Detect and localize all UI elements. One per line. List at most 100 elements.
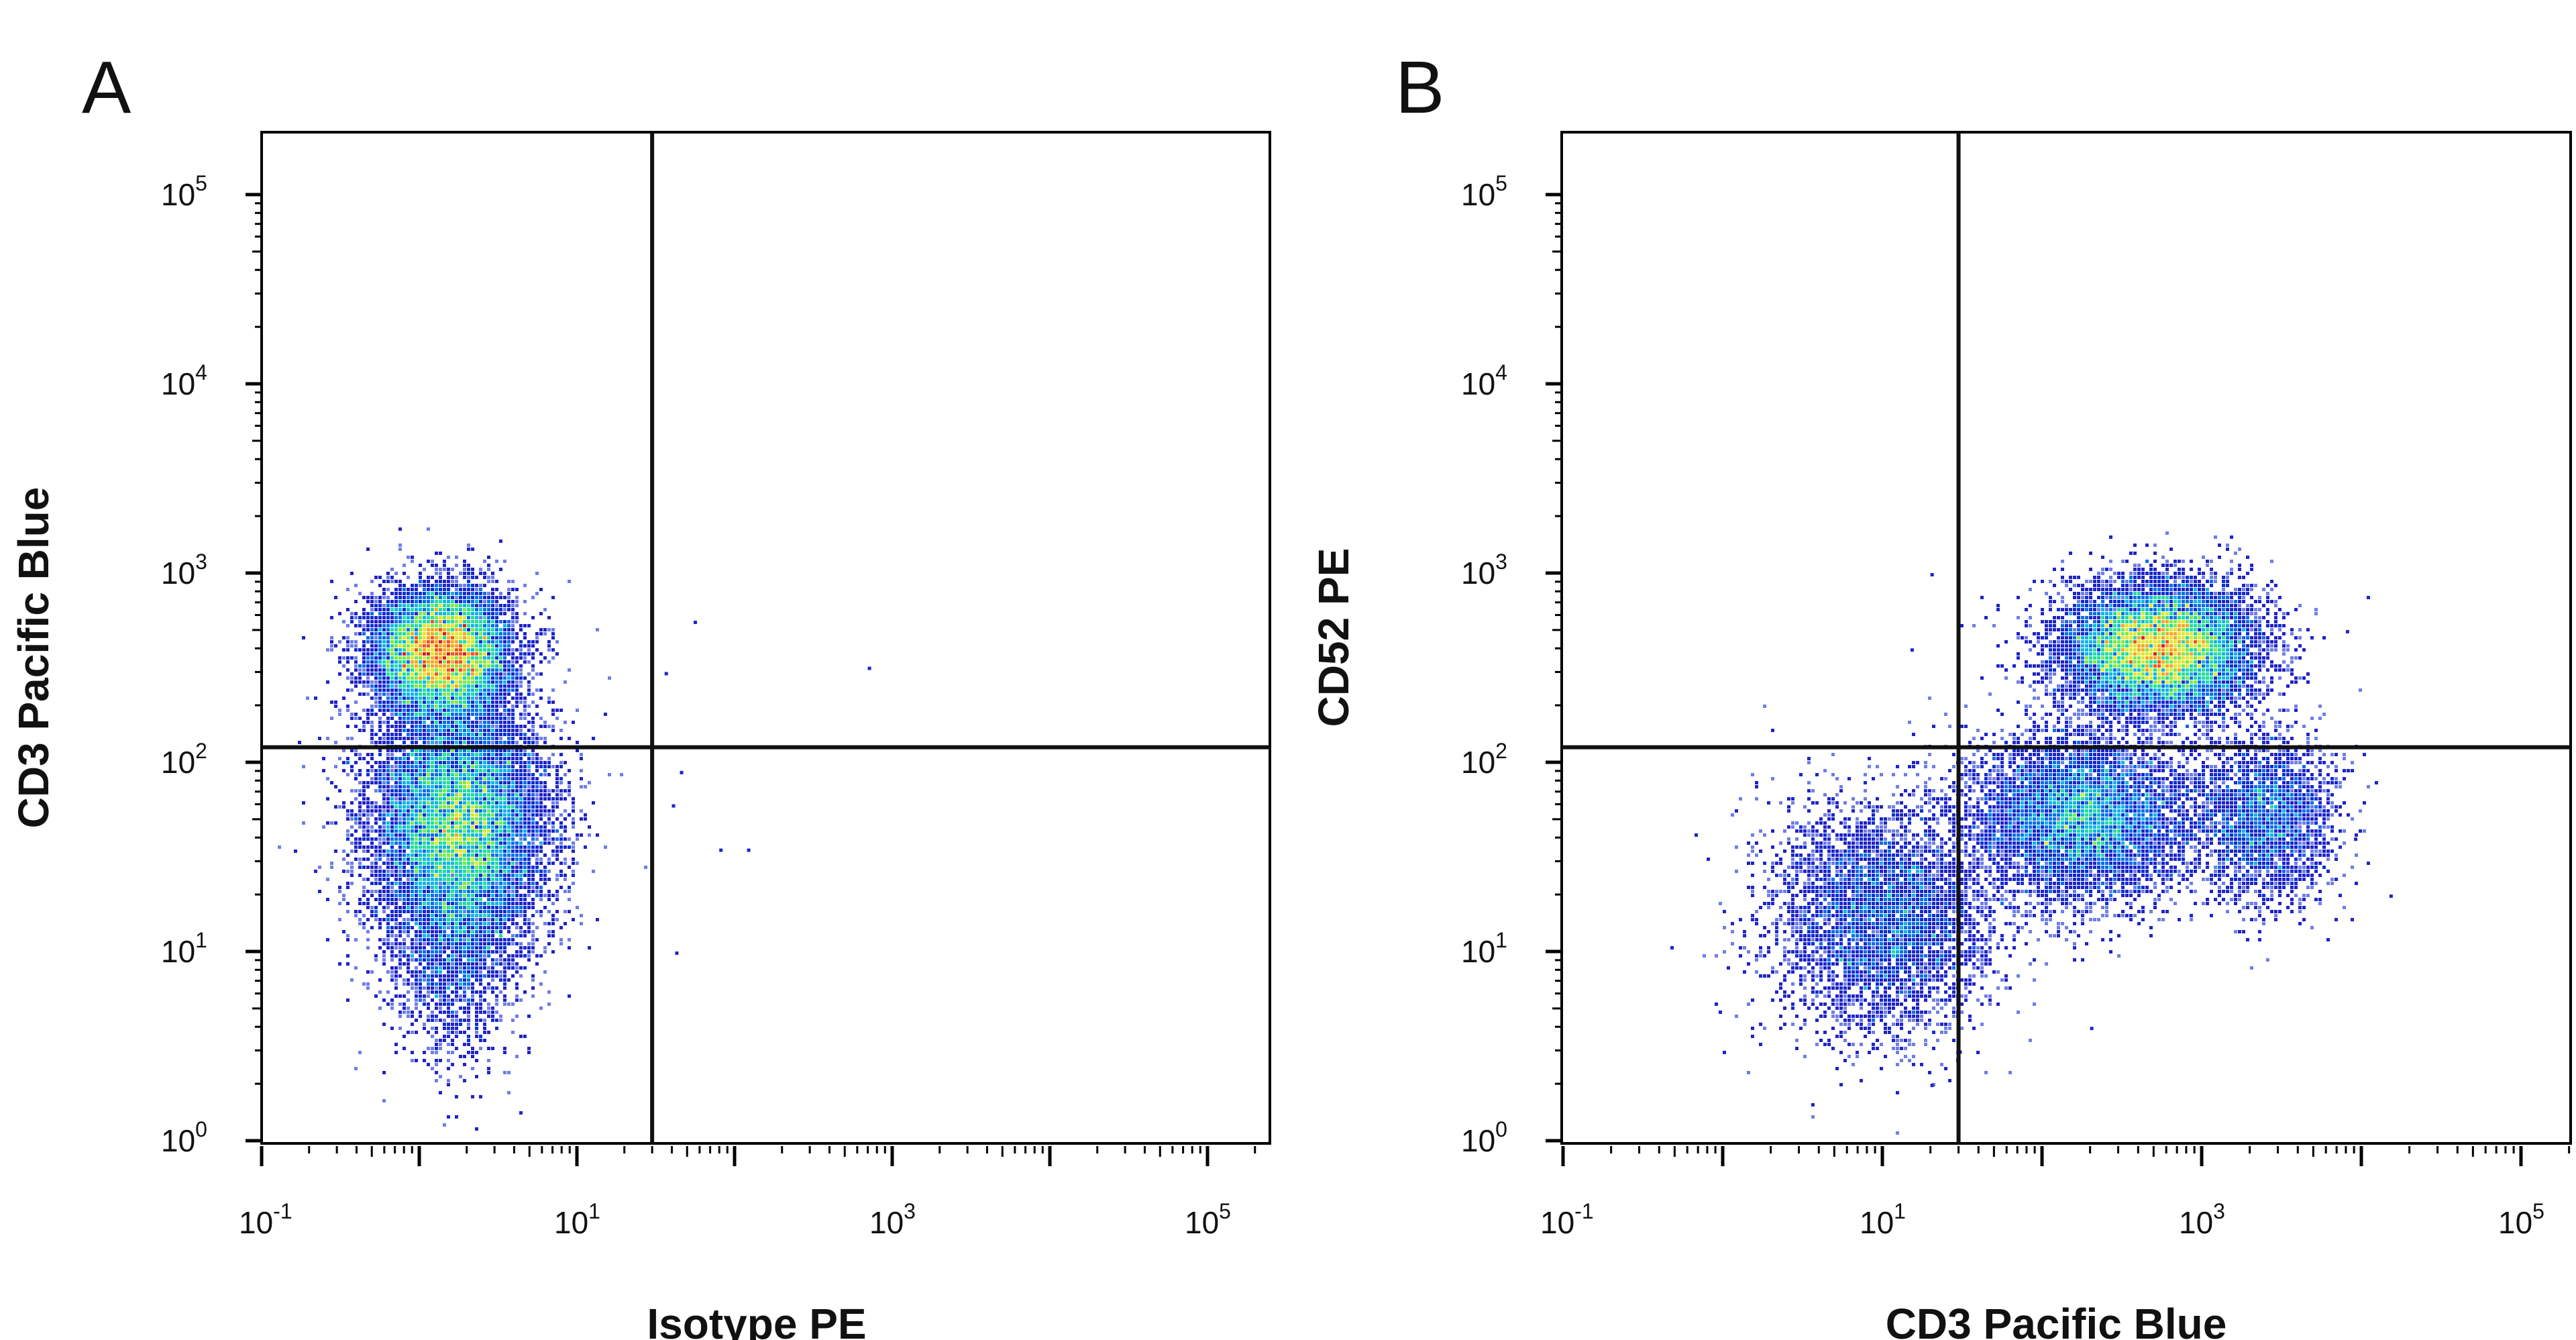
density-dot (471, 644, 474, 648)
density-dot (463, 785, 466, 788)
density-dot (467, 592, 470, 595)
density-dot (447, 628, 450, 631)
density-dot (435, 910, 438, 913)
density-dot (435, 1059, 438, 1062)
density-dot (507, 781, 511, 784)
density-dot (2258, 648, 2261, 652)
density-dot (539, 813, 543, 817)
density-dot (435, 882, 438, 885)
density-dot (531, 813, 535, 817)
density-dot (511, 773, 515, 776)
density-dot (402, 829, 406, 833)
density-dot (366, 902, 370, 905)
density-dot (487, 705, 490, 708)
density-dot (386, 781, 390, 784)
density-dot (467, 717, 470, 720)
density-dot (495, 701, 498, 704)
density-dot (427, 854, 430, 857)
density-dot (419, 942, 422, 945)
density-dot (463, 588, 466, 591)
density-dot (588, 833, 591, 837)
density-dot (459, 833, 462, 837)
density-dot (394, 709, 398, 712)
density-dot (407, 862, 410, 865)
density-dot (507, 862, 511, 865)
density-dot (370, 753, 374, 756)
density-dot (350, 616, 354, 619)
panel-a-x-minor-ticks (260, 1146, 1256, 1166)
density-dot (419, 950, 422, 954)
density-dot (483, 813, 486, 817)
density-dot (519, 664, 523, 668)
density-dot (475, 946, 478, 949)
density-dot (455, 632, 458, 635)
density-dot (447, 600, 450, 603)
density-dot (455, 938, 458, 941)
density-dot (354, 1067, 358, 1070)
density-dot (527, 926, 531, 929)
density-dot (378, 938, 382, 941)
density-dot (455, 974, 458, 978)
density-dot (507, 906, 511, 909)
density-dot (479, 660, 482, 664)
density-dot (358, 624, 362, 627)
density-dot (527, 1015, 531, 1018)
density-dot (378, 672, 382, 676)
density-dot (402, 777, 406, 780)
density-dot (374, 854, 378, 857)
density-dot (382, 962, 386, 966)
density-dot (455, 894, 458, 897)
density-dot (415, 918, 418, 921)
density-dot (523, 898, 527, 901)
density-dot (431, 825, 434, 829)
density-dot (459, 592, 462, 595)
density-dot (491, 970, 494, 974)
density-dot (423, 749, 426, 752)
density-dot (415, 789, 418, 792)
density-dot (459, 1023, 462, 1026)
density-dot (463, 789, 466, 792)
density-dot (499, 684, 502, 688)
density-dot (499, 833, 502, 837)
density-dot (378, 729, 382, 732)
density-dot (487, 741, 490, 744)
density-dot (507, 676, 511, 680)
density-dot (443, 684, 446, 688)
density-dot (455, 829, 458, 833)
density-dot (407, 878, 410, 881)
density-dot (519, 1111, 523, 1115)
density-dot (423, 829, 426, 833)
density-dot (511, 954, 515, 958)
density-dot (411, 628, 414, 631)
density-dot (491, 833, 494, 837)
density-dot (475, 1035, 478, 1038)
density-dot (382, 950, 386, 954)
density-dot (572, 862, 575, 865)
density-dot (487, 845, 490, 849)
density-dot (402, 801, 406, 805)
density-dot (338, 757, 341, 760)
density-dot (503, 950, 506, 954)
density-dot (531, 833, 535, 837)
density-dot (519, 878, 523, 881)
density-dot (479, 898, 482, 901)
density-dot (519, 866, 523, 869)
density-dot (374, 777, 378, 780)
density-dot (330, 821, 333, 825)
density-dot (390, 946, 394, 949)
density-dot (475, 765, 478, 768)
density-dot (390, 829, 394, 833)
density-dot (443, 773, 446, 776)
density-dot (523, 849, 527, 853)
density-dot (451, 753, 454, 756)
density-dot (527, 862, 531, 865)
density-dot (451, 870, 454, 873)
density-dot (423, 934, 426, 937)
density-dot (547, 757, 551, 760)
density-dot (559, 862, 563, 865)
density-dot (431, 986, 434, 990)
density-dot (559, 797, 563, 801)
density-dot (495, 600, 498, 603)
density-dot (507, 817, 511, 821)
density-dot (467, 870, 470, 873)
